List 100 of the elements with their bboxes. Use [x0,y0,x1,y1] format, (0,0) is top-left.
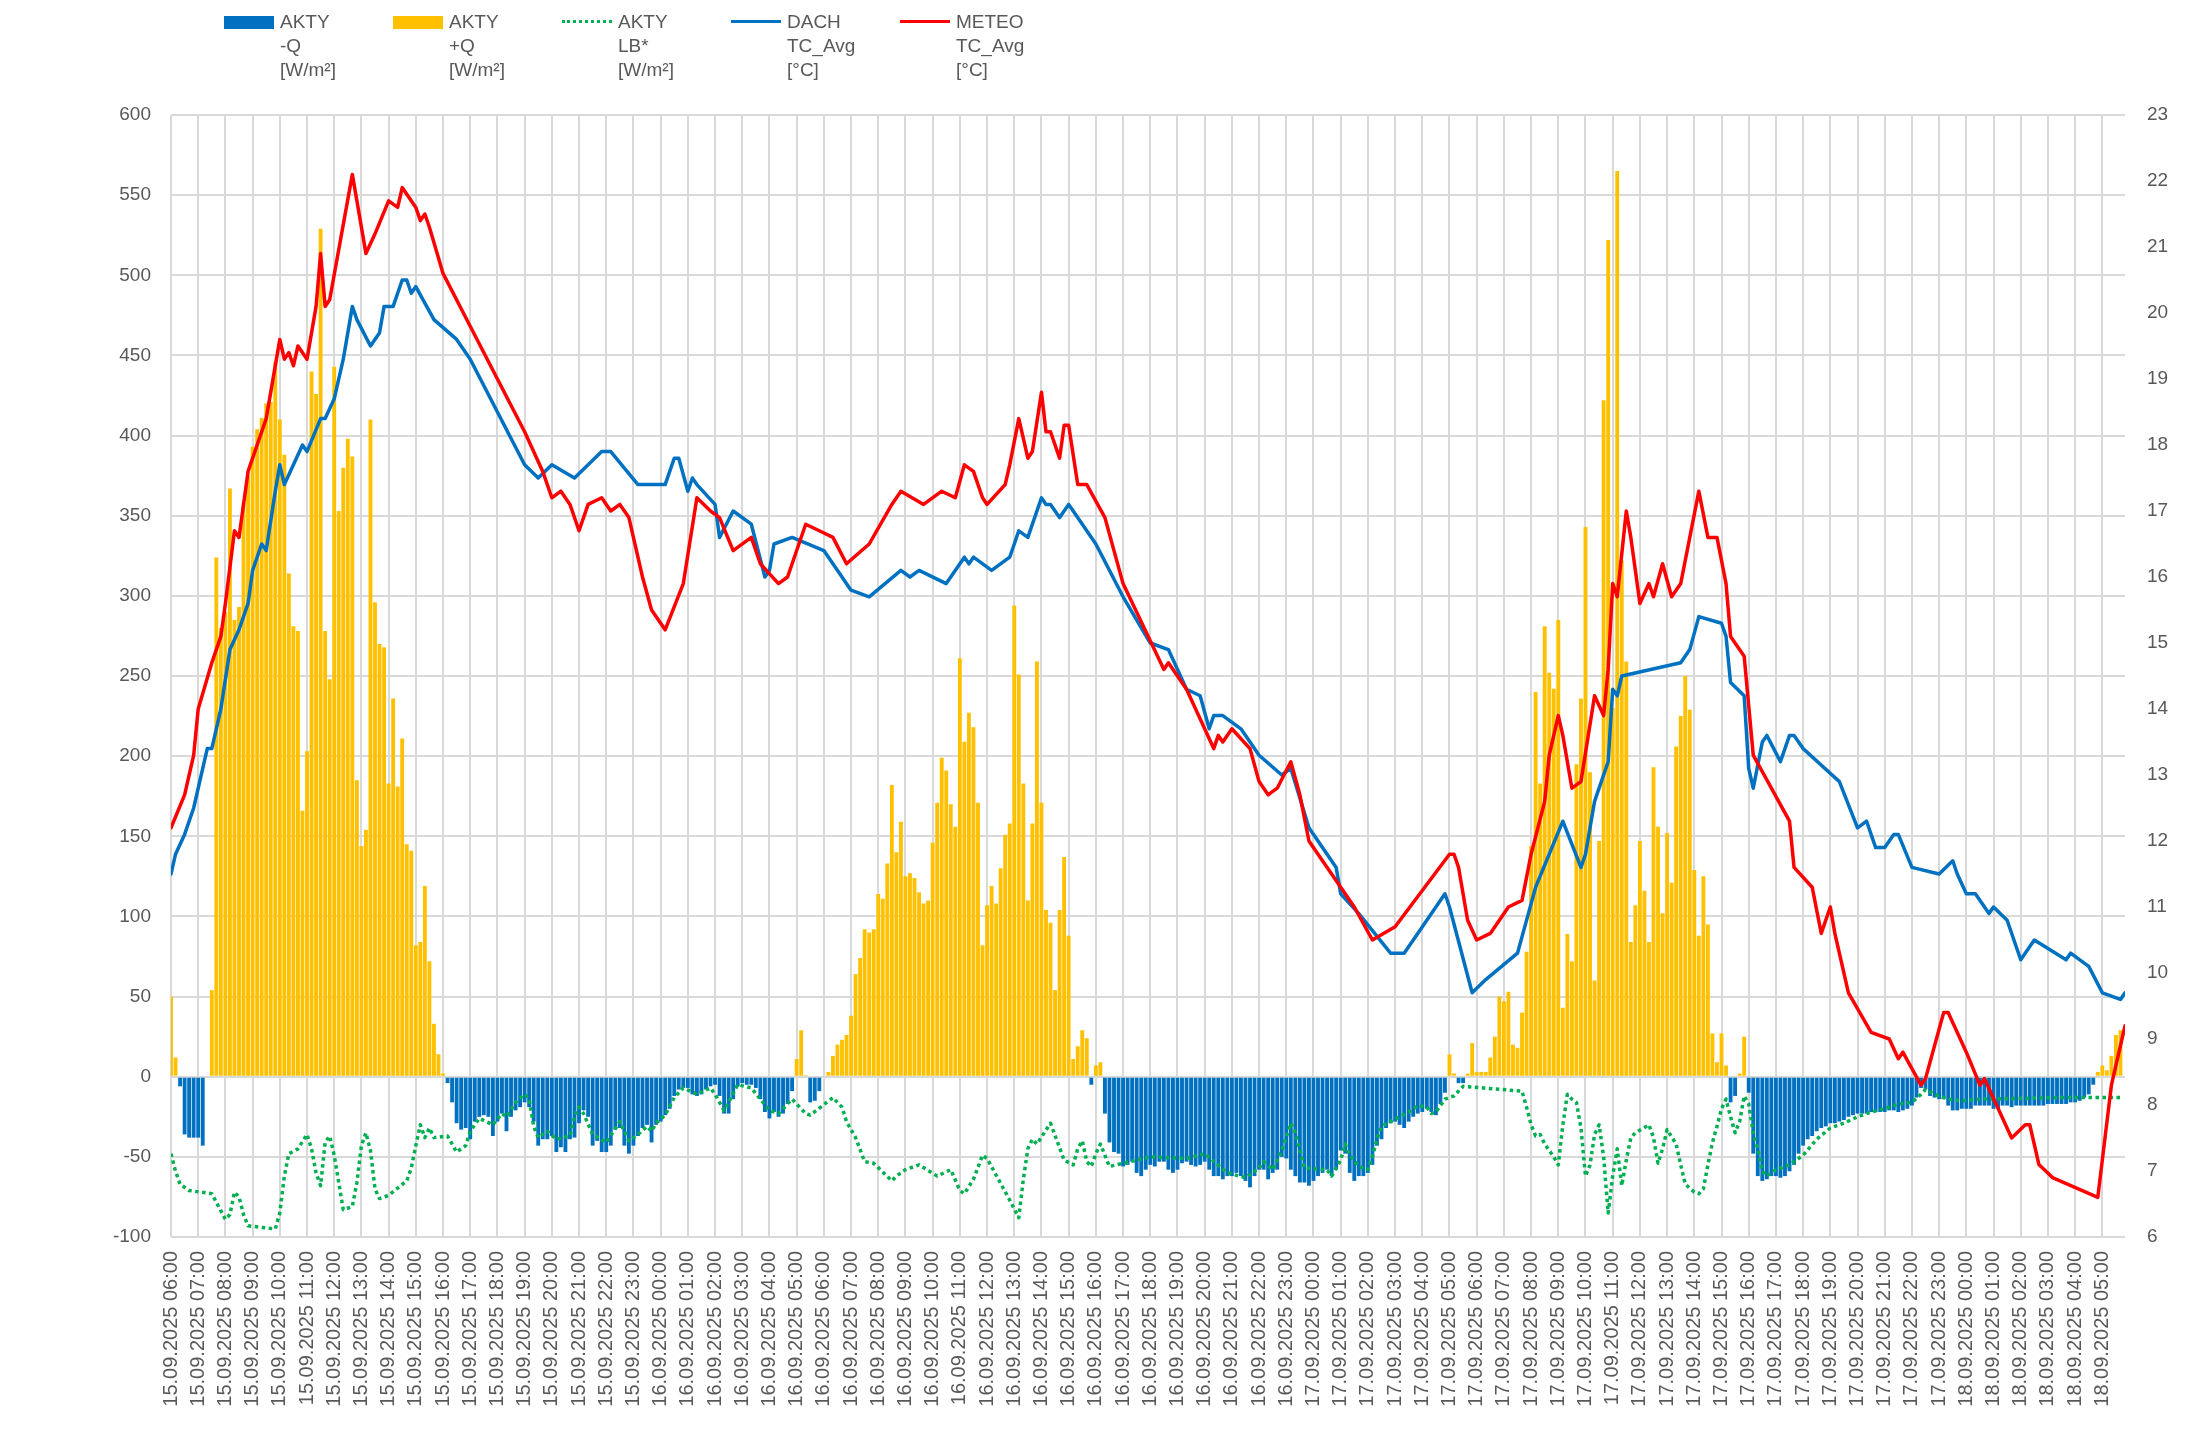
x-tick-label: 15.09.2025 18:00 [484,1251,507,1407]
bar [2027,1077,2032,1106]
bar [2077,1077,2082,1101]
x-tick-label: 17.09.2025 20:00 [1845,1251,1868,1407]
bar [1211,1077,1216,1177]
x-tick-label: 16.09.2025 10:00 [920,1251,943,1407]
x-tick-label: 15.09.2025 20:00 [539,1251,562,1407]
bar [1828,1077,1833,1124]
x-tick-label: 15.09.2025 08:00 [212,1251,235,1407]
bar [1216,1077,1221,1177]
bar [1783,1077,1787,1177]
bar [345,438,350,1076]
bar [939,757,944,1076]
bar [264,403,269,1076]
x-tick-label: 17.09.2025 16:00 [1736,1251,1759,1407]
bar [1397,1077,1402,1125]
x-tick-label: 16.09.2025 18:00 [1137,1251,1160,1407]
bar [1878,1077,1883,1112]
bar [481,1077,486,1116]
y-tick-label: 150 [119,824,151,846]
x-tick-label: 15.09.2025 21:00 [566,1251,589,1407]
bar [876,893,881,1076]
x-tick-label: 16.09.2025 07:00 [838,1251,861,1407]
x-tick-label: 15.09.2025 09:00 [240,1251,263,1407]
x-tick-label: 15.09.2025 06:00 [158,1251,181,1407]
x-tick-label: 17.09.2025 21:00 [1872,1251,1895,1407]
y-tick-label: 400 [119,423,151,445]
bar [1864,1077,1869,1114]
x-tick-label: 17.09.2025 10:00 [1573,1251,1596,1407]
bar [1755,1077,1760,1177]
bar [1851,1077,1855,1116]
bar [318,228,323,1076]
x-tick-label: 15.09.2025 23:00 [620,1251,643,1407]
x-tick-label: 17.09.2025 12:00 [1627,1251,1650,1407]
bar [1615,171,1620,1076]
bar [957,658,962,1076]
bar [1841,1077,1846,1120]
bar [1832,1077,1837,1124]
bar [1424,1077,1429,1109]
bar [599,1077,604,1153]
bar [812,1077,817,1101]
y2-tick-label: 14 [2147,697,2169,719]
bar [1955,1077,1960,1111]
bar [658,1077,663,1122]
bar [1361,1077,1366,1177]
bar [1302,1077,1307,1183]
bar [1461,1077,1466,1084]
bar [1810,1077,1815,1137]
bar [522,1077,527,1103]
bar [490,1077,495,1137]
x-tick-label: 17.09.2025 01:00 [1328,1251,1351,1407]
x-tick-label: 16.09.2025 15:00 [1056,1251,1079,1407]
bar [1565,934,1570,1076]
bar [200,1077,205,1146]
bar [1139,1077,1144,1177]
bar [1814,1077,1819,1132]
x-tick-label: 16.09.2025 17:00 [1110,1251,1133,1407]
bar [187,1077,192,1138]
x-tick-label: 16.09.2025 20:00 [1192,1251,1215,1407]
bar [1098,1062,1103,1076]
bar [545,1077,550,1140]
bar [690,1077,695,1095]
bar [332,366,337,1076]
bar [214,557,219,1076]
bar [694,1077,699,1096]
bar [740,1077,745,1084]
x-tick-label: 15.09.2025 07:00 [185,1251,208,1407]
bar [1937,1077,1942,1100]
bar [1533,692,1538,1076]
bar [1764,1077,1769,1180]
bar [1266,1077,1271,1180]
bar [1365,1077,1370,1173]
bar [2018,1077,2023,1106]
bar [1964,1077,1969,1109]
bar [400,738,405,1076]
x-tick-label: 16.09.2025 01:00 [675,1251,698,1407]
bar [1882,1077,1887,1112]
bar [1701,876,1706,1076]
y-tick-label: 350 [119,503,151,525]
x-tick-label: 17.09.2025 14:00 [1681,1251,1704,1407]
y-tick-label: 600 [119,103,151,125]
x-tick-label: 15.09.2025 22:00 [593,1251,616,1407]
bar [1198,1077,1203,1165]
bar [1220,1077,1225,1180]
bar [1742,1036,1747,1076]
x-tick-label: 16.09.2025 05:00 [784,1251,807,1407]
y2-tick-label: 9 [2147,1027,2158,1049]
bar [889,784,894,1076]
bar [840,1039,844,1076]
bar [1556,619,1561,1076]
bar [1062,857,1067,1076]
y2-tick-label: 19 [2147,367,2169,389]
bar [1606,240,1611,1076]
bar [191,1077,196,1138]
x-tick-label: 15.09.2025 17:00 [457,1251,480,1407]
x-tick-label: 17.09.2025 02:00 [1355,1251,1378,1407]
legend-label: AKTY +Q [W/m²] [449,10,505,82]
y2-tick-label: 21 [2147,235,2169,257]
bar [1773,1077,1778,1177]
bar [1089,1077,1094,1085]
